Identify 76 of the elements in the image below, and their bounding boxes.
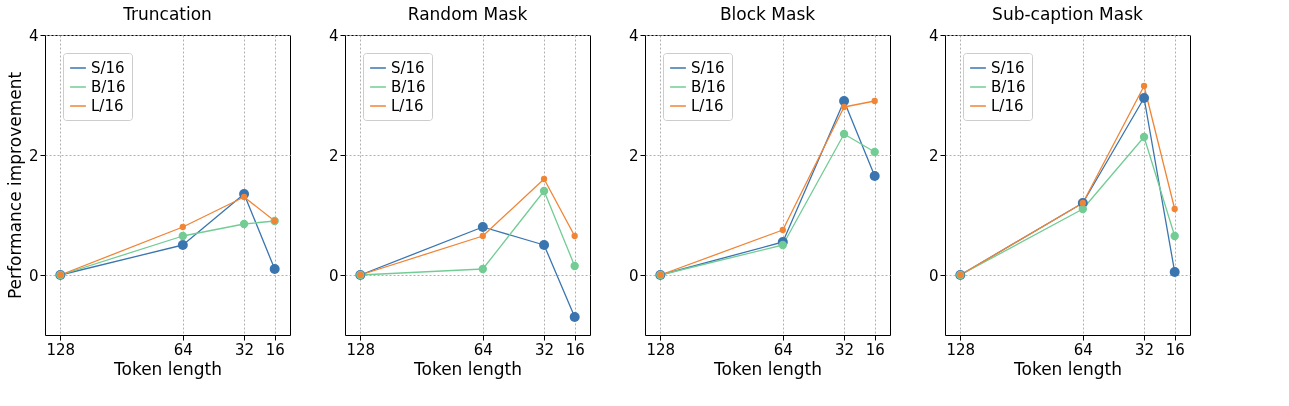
chart-title: Sub-caption Mask (992, 4, 1144, 24)
point (1169, 267, 1180, 277)
y-tick-label: 4 (28, 26, 39, 45)
point (477, 222, 488, 232)
legend-label: S/16 (91, 59, 125, 77)
point (871, 97, 878, 105)
point (239, 219, 249, 229)
x-tick-label: 64 (1073, 340, 1093, 359)
point (540, 175, 548, 183)
point (1170, 231, 1179, 241)
point (539, 186, 549, 196)
y-tick-label: 4 (928, 26, 939, 45)
x-tick-label: 16 (565, 340, 585, 359)
chart-title: Random Mask (407, 4, 528, 24)
legend-label: L/16 (91, 97, 124, 115)
legend-label: B/16 (391, 78, 426, 96)
point (570, 261, 579, 271)
x-tick-label: 128 (946, 340, 976, 359)
y-tick-label: 2 (628, 146, 639, 165)
x-tick-label: 32 (235, 340, 255, 359)
point (569, 312, 580, 322)
x-tick-label: 32 (1135, 340, 1155, 359)
legend-label: B/16 (91, 78, 126, 96)
y-tick-label: 2 (28, 146, 39, 165)
point (269, 264, 280, 274)
point (779, 226, 786, 234)
x-tick-label: 64 (173, 340, 193, 359)
legend-label: S/16 (391, 59, 425, 77)
y-tick-label: 0 (328, 266, 339, 285)
y-tick-label: 2 (928, 146, 939, 165)
x-tick-label: 16 (265, 340, 285, 359)
point (840, 103, 848, 111)
legend-label: B/16 (691, 78, 726, 96)
y-tick-label: 0 (928, 266, 939, 285)
x-tick-label: 128 (46, 340, 76, 359)
point (1139, 132, 1149, 142)
x-tick-label: 64 (473, 340, 493, 359)
x-tick-label: 128 (346, 340, 376, 359)
legend-label: S/16 (691, 59, 725, 77)
point (869, 171, 880, 181)
point (539, 240, 550, 250)
y-tick-label: 4 (628, 26, 639, 45)
point (839, 129, 849, 139)
legend-label: S/16 (991, 59, 1025, 77)
point (177, 240, 188, 250)
point (479, 232, 486, 240)
y-axis-title: Performance improvement (4, 71, 25, 300)
point (1140, 82, 1148, 90)
legend-label: L/16 (991, 97, 1024, 115)
point (178, 231, 187, 241)
legend-label: B/16 (991, 78, 1026, 96)
x-tick-label: 16 (865, 340, 885, 359)
point (240, 193, 248, 201)
x-tick-label: 128 (646, 340, 676, 359)
x-axis-title: Token length (713, 358, 822, 379)
y-tick-label: 2 (328, 146, 339, 165)
chart-title: Block Mask (719, 4, 816, 24)
y-tick-label: 0 (28, 266, 39, 285)
y-tick-label: 0 (628, 266, 639, 285)
x-axis-title: Token length (413, 358, 522, 379)
legend-label: L/16 (391, 97, 424, 115)
x-tick-label: 64 (773, 340, 793, 359)
point (1171, 205, 1178, 213)
point (870, 147, 879, 157)
point (478, 264, 487, 274)
legend-label: L/16 (691, 97, 724, 115)
point (571, 232, 578, 240)
chart-title: Truncation (122, 4, 212, 24)
point (179, 223, 186, 231)
point (1139, 93, 1150, 103)
x-axis-title: Token length (1013, 358, 1122, 379)
x-tick-label: 32 (535, 340, 555, 359)
x-axis-title: Token length (113, 358, 222, 379)
x-tick-label: 32 (835, 340, 855, 359)
x-tick-label: 16 (1165, 340, 1185, 359)
y-tick-label: 4 (328, 26, 339, 45)
